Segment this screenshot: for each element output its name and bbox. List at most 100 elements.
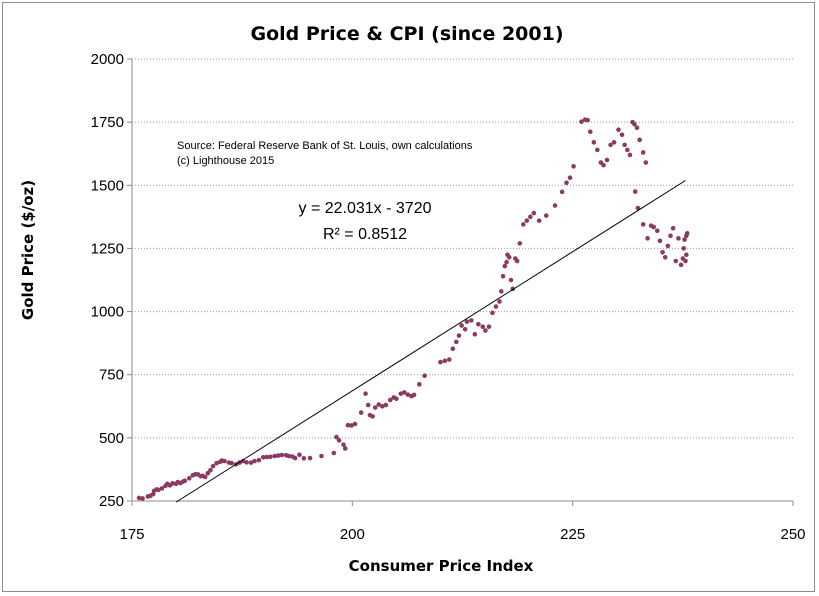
data-point-122 bbox=[579, 119, 584, 124]
data-point-77 bbox=[405, 392, 411, 397]
data-point-151 bbox=[657, 238, 663, 244]
x-tick-label-250: 250 bbox=[780, 526, 805, 543]
data-point-40 bbox=[256, 457, 262, 463]
data-point-124 bbox=[585, 117, 590, 123]
data-point-27 bbox=[210, 463, 216, 469]
data-point-98 bbox=[493, 304, 499, 309]
data-point-25 bbox=[205, 470, 211, 476]
data-point-118 bbox=[559, 189, 565, 195]
data-point-149 bbox=[651, 224, 657, 230]
data-point-87 bbox=[456, 333, 462, 338]
data-point-127 bbox=[595, 147, 600, 153]
data-point-120 bbox=[567, 175, 573, 181]
data-point-158 bbox=[676, 236, 681, 241]
data-point-135 bbox=[622, 142, 627, 148]
data-point-68 bbox=[372, 405, 378, 410]
y-tick-label-1500: 1500 bbox=[91, 177, 124, 194]
data-point-74 bbox=[394, 396, 399, 402]
data-point-57 bbox=[336, 438, 342, 443]
data-point-17 bbox=[182, 478, 188, 484]
axes bbox=[127, 58, 794, 506]
data-point-109 bbox=[514, 258, 520, 264]
data-point-26 bbox=[208, 467, 213, 473]
data-point-114 bbox=[531, 210, 537, 216]
data-point-126 bbox=[591, 140, 597, 145]
data-point-147 bbox=[645, 236, 650, 241]
data-point-136 bbox=[625, 147, 630, 153]
data-point-153 bbox=[662, 254, 668, 260]
data-point-133 bbox=[616, 127, 621, 133]
data-point-63 bbox=[358, 410, 364, 415]
data-point-165 bbox=[684, 252, 689, 258]
data-point-46 bbox=[279, 452, 285, 458]
copyright-note: (c) Lighthouse 2015 bbox=[177, 155, 274, 167]
x-tick-label-175: 175 bbox=[119, 526, 144, 543]
y-tick-label-750: 750 bbox=[99, 367, 124, 384]
data-point-61 bbox=[349, 423, 354, 428]
data-point-132 bbox=[611, 140, 617, 145]
y-tick-label-1250: 1250 bbox=[91, 240, 124, 257]
data-point-117 bbox=[552, 203, 558, 208]
data-point-113 bbox=[528, 214, 533, 220]
data-point-101 bbox=[500, 273, 506, 279]
data-point-97 bbox=[490, 310, 495, 316]
data-point-76 bbox=[402, 390, 407, 395]
data-point-103 bbox=[504, 259, 509, 265]
data-point-142 bbox=[640, 150, 646, 155]
data-point-24 bbox=[202, 474, 208, 480]
data-point-115 bbox=[536, 218, 542, 223]
data-point-53 bbox=[307, 455, 313, 461]
data-point-144 bbox=[632, 189, 638, 194]
data-point-140 bbox=[634, 125, 640, 130]
data-point-130 bbox=[604, 157, 610, 163]
data-point-96 bbox=[486, 324, 492, 330]
data-point-80 bbox=[417, 382, 422, 387]
data-point-38 bbox=[248, 460, 254, 465]
data-point-84 bbox=[446, 357, 452, 362]
data-point-72 bbox=[387, 397, 393, 403]
data-point-131 bbox=[608, 142, 613, 148]
data-point-137 bbox=[627, 152, 633, 158]
data-point-91 bbox=[469, 318, 474, 323]
data-point-90 bbox=[464, 319, 470, 324]
data-point-51 bbox=[297, 452, 302, 458]
data-point-83 bbox=[442, 358, 448, 364]
data-point-141 bbox=[637, 137, 642, 143]
data-point-18 bbox=[186, 475, 192, 481]
data-point-145 bbox=[635, 205, 641, 211]
data-point-62 bbox=[352, 421, 358, 427]
data-point-12 bbox=[170, 481, 175, 486]
data-point-105 bbox=[506, 254, 512, 260]
data-point-94 bbox=[480, 324, 486, 330]
data-point-59 bbox=[342, 446, 348, 451]
data-point-163 bbox=[684, 230, 690, 236]
data-point-157 bbox=[673, 258, 679, 264]
data-point-139 bbox=[632, 121, 637, 127]
y-tick-label-250: 250 bbox=[99, 493, 124, 510]
data-point-58 bbox=[341, 442, 346, 447]
data-point-154 bbox=[665, 243, 671, 249]
data-point-39 bbox=[252, 458, 257, 464]
data-point-50 bbox=[292, 455, 298, 461]
data-point-134 bbox=[619, 132, 625, 138]
data-point-110 bbox=[517, 241, 523, 246]
trendline bbox=[175, 180, 686, 503]
chart-title: Gold Price & CPI (since 2001) bbox=[250, 23, 563, 45]
data-point-100 bbox=[498, 289, 504, 294]
data-point-95 bbox=[483, 328, 488, 333]
data-point-106 bbox=[508, 277, 514, 283]
x-tick-label-200: 200 bbox=[340, 526, 365, 543]
data-point-64 bbox=[363, 391, 368, 396]
y-tick-label-1000: 1000 bbox=[91, 304, 124, 321]
data-point-152 bbox=[660, 249, 665, 255]
data-point-7 bbox=[156, 487, 161, 493]
data-point-156 bbox=[670, 225, 676, 231]
data-point-75 bbox=[398, 391, 404, 396]
data-point-121 bbox=[571, 164, 576, 169]
y-tick-label-1750: 1750 bbox=[91, 114, 124, 131]
data-point-45 bbox=[276, 453, 281, 458]
data-point-79 bbox=[411, 392, 417, 398]
data-point-70 bbox=[379, 403, 385, 409]
data-point-33 bbox=[229, 460, 234, 466]
